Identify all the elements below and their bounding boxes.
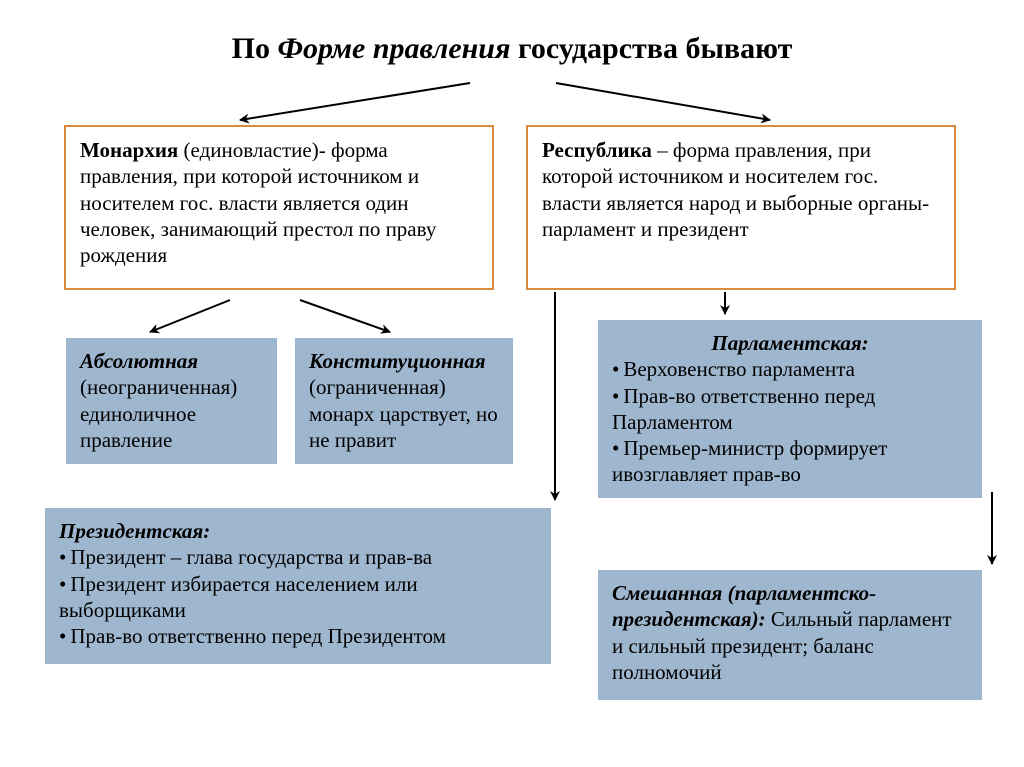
list-item: Прав-во ответственно перед Президентом	[59, 623, 537, 649]
absolute-def: (неограниченная) единоличное правление	[80, 375, 237, 452]
mixed-box: Смешанная (парламентско-президентская): …	[596, 568, 984, 702]
list-item: Прав-во ответственно перед Парламентом	[612, 383, 968, 436]
monarchy-box: Монархия (единовластие)- форма правления…	[64, 125, 494, 290]
title-prefix: По	[232, 32, 278, 65]
parliamentary-box: Парламентская: Верховенство парламента П…	[596, 318, 984, 500]
absolute-monarchy-box: Абсолютная (неограниченная) единоличное …	[64, 336, 279, 466]
list-item: Президент – глава государства и прав-ва	[59, 544, 537, 570]
presidential-title: Президентская:	[59, 519, 210, 543]
constitutional-def: (ограниченная) монарх царствует, но не п…	[309, 375, 498, 452]
title-italic: Форме правления	[277, 32, 510, 65]
list-item: Премьер-министр формирует ивозглавляет п…	[612, 435, 968, 488]
constitutional-term: Конституционная	[309, 349, 486, 373]
republic-box: Республика – форма правления, при которо…	[526, 125, 956, 290]
constitutional-monarchy-box: Конституционная (ограниченная) монарх ца…	[293, 336, 515, 466]
presidential-box: Президентская: Президент – глава государ…	[43, 506, 553, 666]
list-item: Верховенство парламента	[612, 356, 968, 382]
presidential-list: Президент – глава государства и прав-ва …	[59, 544, 537, 649]
list-item: Президент избирается населением или выбо…	[59, 571, 537, 624]
parliamentary-list: Верховенство парламента Прав-во ответств…	[612, 356, 968, 487]
monarchy-term: Монархия	[80, 138, 178, 162]
absolute-term: Абсолютная	[80, 349, 198, 373]
republic-term: Республика	[542, 138, 652, 162]
parliamentary-title: Парламентская:	[711, 331, 868, 355]
page-title: По Форме правления государства бывают	[0, 32, 1024, 66]
title-suffix: государства бывают	[510, 32, 792, 65]
